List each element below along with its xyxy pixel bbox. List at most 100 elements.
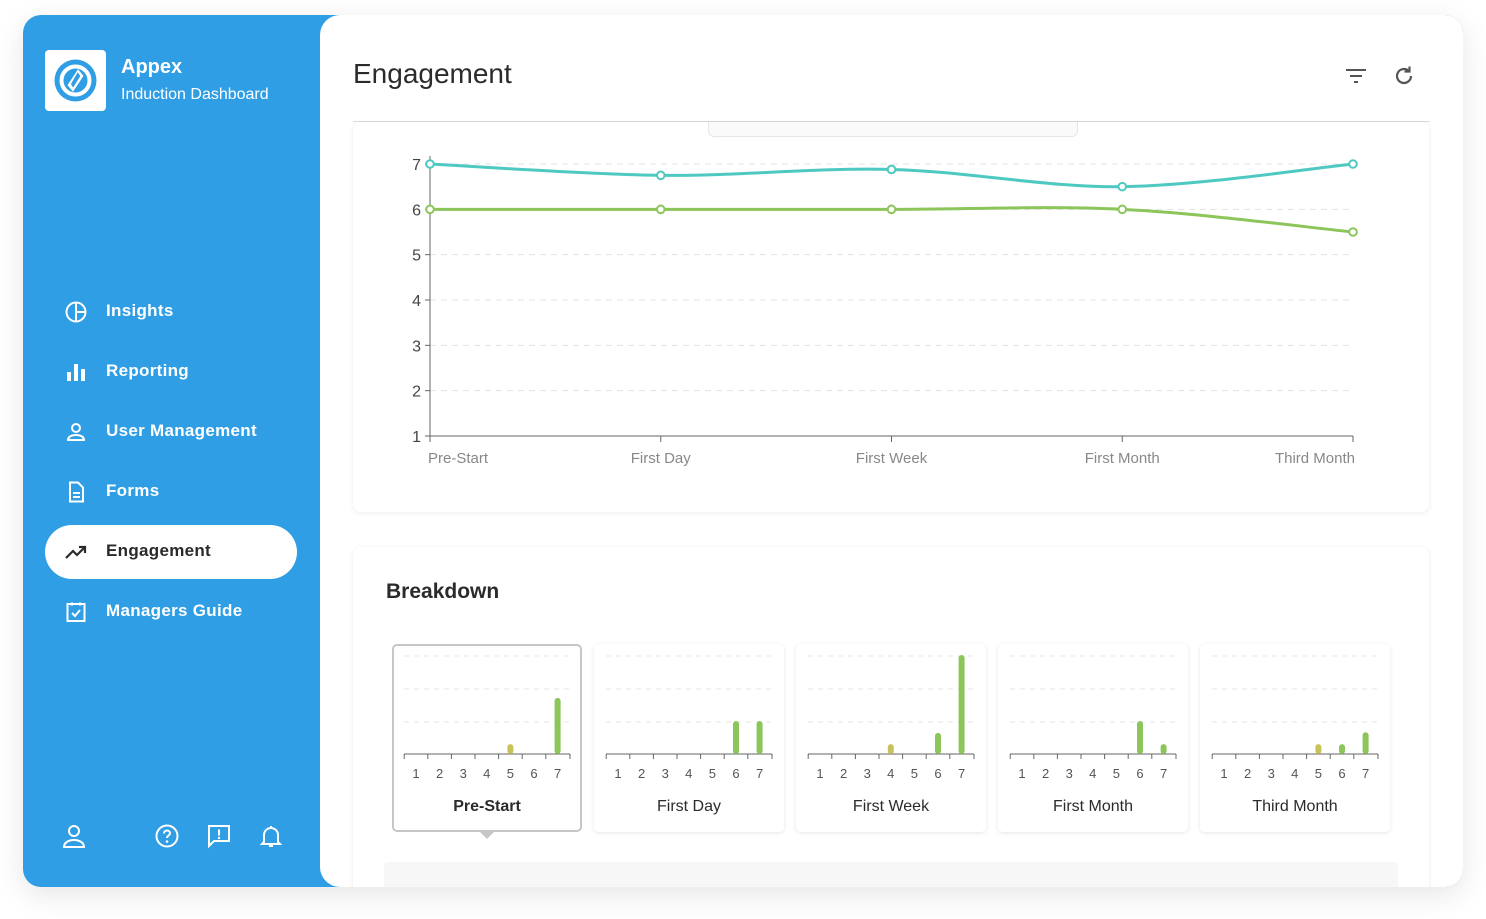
data-point[interactable] [655,204,666,215]
y-tick-label: 1 [412,429,421,446]
pie-chart-icon [65,301,87,323]
sidebar-item-forms[interactable]: Forms [45,465,297,519]
x-tick-label: 4 [1089,766,1096,781]
breakdown-chart-first-month[interactable]: 1 2 3 4 5 6 7 First Month [998,644,1188,832]
data-point[interactable] [886,204,897,215]
bar[interactable] [733,721,739,754]
bar[interactable] [1339,744,1345,754]
breakdown-card: Breakdown 1 2 3 4 5 6 7 Pre-Start 1 2 3 4 5 6 7 First D… [353,547,1429,887]
y-tick-label: 2 [412,384,421,401]
person-icon [66,423,86,441]
sidebar-item-managers-guide[interactable]: Managers Guide [45,585,297,639]
x-tick-label: 7 [1160,766,1167,781]
sidebar-item-reporting[interactable]: Reporting [45,345,297,399]
breakdown-chart-label: Third Month [1252,798,1338,815]
engagement-chart-card: 1 2 3 4 5 6 7 Pre-Start First Day First Week First… [353,122,1429,512]
breakdown-title: Breakdown [386,580,500,603]
sidebar-item-label: Reporting [106,361,189,380]
help-icon[interactable] [154,823,180,849]
bar[interactable] [958,655,965,754]
main-content: Engagement 1 2 3 4 5 6 7 Pre-Start First Day Firs… [320,15,1463,887]
sidebar-item-label: Engagement [106,541,212,560]
y-tick-label: 6 [412,202,421,219]
x-tick-label: 7 [554,766,561,781]
breakdown-chart-third-month[interactable]: 1 2 3 4 5 6 7 Third Month [1200,644,1390,832]
x-tick-label: 3 [1066,766,1073,781]
x-tick-label: 5 [709,766,716,781]
breakdown-chart-pre-start[interactable]: 1 2 3 4 5 6 7 Pre-Start [392,644,582,832]
bar[interactable] [756,721,763,754]
x-tick-label: 4 [685,766,692,781]
x-tick-label: 5 [1113,766,1120,781]
notification-bell-icon[interactable] [258,823,284,849]
x-tick-label: 1 [412,766,419,781]
chart-legend [708,122,1078,137]
data-point[interactable] [1348,227,1358,237]
data-point[interactable] [1117,204,1128,215]
breakdown-chart-label: First Day [657,798,721,815]
breakdown-chart-label: First Month [1052,798,1133,815]
appex-logo [45,50,106,111]
x-tick-label: 3 [460,766,467,781]
x-tick-label: 5 [911,766,918,781]
x-tick-label: 2 [1244,766,1251,781]
filter-icon[interactable] [1343,63,1369,89]
x-tick-label: 7 [756,766,763,781]
bar[interactable] [507,744,514,754]
data-point[interactable] [425,204,435,215]
mini-bar-chart: 1 2 3 4 5 6 7 [605,655,773,781]
bar[interactable] [1160,744,1167,754]
x-tick-label: 5 [507,766,514,781]
engagement-line-chart: 1 2 3 4 5 6 7 Pre-Start First Day First Week First… [412,156,1358,467]
mini-bar-chart: 1 2 3 4 5 6 7 [807,655,975,781]
breakdown-chart-first-day[interactable]: 1 2 3 4 5 6 7 First Day [594,644,784,832]
sidebar-item-label: Forms [106,481,160,500]
x-tick-label: 1 [1220,766,1227,781]
trending-up-icon [65,545,87,559]
data-point[interactable] [886,164,897,175]
x-tick-label: 7 [1362,766,1369,781]
refresh-icon[interactable] [1391,63,1417,89]
bar[interactable] [1315,744,1322,754]
x-tick-label: 4 [887,766,894,781]
x-tick-label: 6 [530,766,537,781]
x-tick-label: 4 [483,766,490,781]
data-point[interactable] [1348,159,1358,169]
x-tick-label: First Week [856,450,928,467]
page-title: Engagement [353,58,512,89]
bar[interactable] [887,744,894,754]
x-tick-label: Pre-Start [428,450,489,467]
y-tick-label: 5 [412,248,421,265]
bar[interactable] [935,732,941,754]
sidebar-item-engagement[interactable]: Engagement [45,525,297,579]
x-tick-label: 1 [1018,766,1025,781]
bar-chart-icon [67,364,85,381]
data-point[interactable] [1117,181,1128,192]
sidebar-item-label: Insights [106,301,174,320]
data-point[interactable] [655,170,666,181]
data-point[interactable] [425,159,435,169]
x-tick-label: 6 [732,766,739,781]
x-tick-label: 6 [1136,766,1143,781]
profile-icon[interactable] [61,823,87,849]
x-tick-label: 2 [840,766,847,781]
bar[interactable] [1137,721,1143,754]
bar[interactable] [554,697,561,754]
x-tick-label: 7 [958,766,965,781]
mini-bar-chart: 1 2 3 4 5 6 7 [1211,655,1379,781]
feedback-icon[interactable] [206,823,232,849]
sidebar: Appex Induction Dashboard Insights Repor… [23,15,323,887]
x-tick-label: 3 [1268,766,1275,781]
y-tick-label: 7 [412,157,421,174]
breakdown-chart-label: First Week [852,798,930,815]
sidebar-item-insights[interactable]: Insights [45,285,297,339]
bar[interactable] [1362,732,1369,754]
mini-bar-chart: 1 2 3 4 5 6 7 [403,655,571,781]
x-tick-label: 2 [1042,766,1049,781]
x-tick-label: 6 [934,766,941,781]
x-tick-label: 5 [1315,766,1322,781]
x-tick-label: 1 [816,766,823,781]
breakdown-chart-first-week[interactable]: 1 2 3 4 5 6 7 First Week [796,644,986,832]
sidebar-item-label: Managers Guide [106,601,243,620]
sidebar-item-user-management[interactable]: User Management [45,405,297,459]
